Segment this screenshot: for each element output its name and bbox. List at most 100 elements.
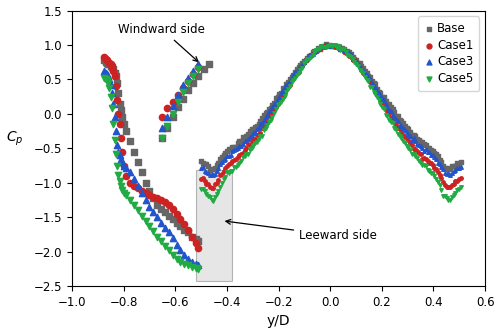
Case5 [450,192,458,197]
Point [138,170,145,175]
Point [188,264,196,270]
Case5 [208,197,216,203]
Point [174,99,182,104]
Case3 [348,56,356,62]
Case5 [222,174,230,179]
Case3 [356,63,364,68]
Base [216,156,224,162]
Base [211,165,219,170]
Case3 [438,164,446,169]
Point [110,115,118,120]
Case5 [210,198,218,204]
Point [106,63,114,68]
Base [204,164,212,169]
Case3 [404,131,412,137]
Point [157,206,165,212]
Base [258,116,266,121]
Case1 [277,96,285,101]
Point [176,216,184,221]
Case5 [220,176,228,182]
Case5 [204,194,212,199]
Point [103,57,111,63]
Case3 [401,127,409,133]
Base [382,99,390,104]
Case5 [392,128,400,133]
Case5 [380,106,388,111]
Base [288,74,296,79]
Case3 [290,72,298,77]
Base [270,101,278,106]
Case5 [291,75,299,80]
Case3 [455,165,463,171]
Base [446,166,454,171]
Case5 [237,159,245,164]
Case5 [236,160,244,165]
Case5 [288,79,296,85]
Case1 [240,148,248,153]
Base [428,148,436,154]
Case3 [291,70,299,75]
Case3 [390,114,398,120]
Base [410,133,418,138]
Point [110,101,118,106]
Base [373,87,381,92]
Case5 [234,162,241,167]
Base [298,61,306,66]
Base [240,136,248,142]
Point [110,70,118,75]
Case1 [212,180,220,185]
Point [114,111,122,117]
Base [331,43,339,49]
Case3 [330,42,338,48]
Case5 [434,179,442,184]
Case3 [422,146,430,151]
Case3 [352,58,360,63]
Point [142,197,150,203]
Point [112,129,120,134]
Case5 [280,93,288,99]
Case3 [298,61,306,66]
Point [134,159,142,165]
Case1 [307,52,315,57]
Point [168,103,176,108]
Base [342,49,349,55]
Case3 [412,139,420,144]
Case3 [430,155,438,160]
Base [328,43,336,48]
Case3 [439,166,447,172]
Case1 [334,44,342,49]
Base [424,145,432,150]
Case1 [320,44,328,49]
Point [116,153,124,158]
Case5 [290,78,298,83]
Case3 [228,148,236,154]
Point [134,184,142,189]
Case3 [210,172,218,178]
Base [366,74,374,79]
Case5 [206,194,214,200]
Base [415,138,423,143]
Base [370,80,378,86]
Point [194,73,202,79]
Point [120,122,128,127]
Case5 [401,140,409,146]
Case3 [373,88,381,94]
Point [117,108,125,113]
Case3 [293,69,301,74]
Base [276,92,283,97]
Case1 [237,152,245,157]
Case1 [293,70,301,76]
Point [168,111,176,117]
Case5 [354,63,362,68]
Point [102,59,110,64]
Case1 [234,155,241,160]
Case5 [373,95,381,100]
Point [142,218,150,223]
Case1 [456,175,464,180]
Case3 [310,49,318,54]
Base [336,46,344,51]
Point [194,66,202,72]
Case1 [288,77,296,82]
Point [110,73,118,79]
Case5 [410,152,418,157]
